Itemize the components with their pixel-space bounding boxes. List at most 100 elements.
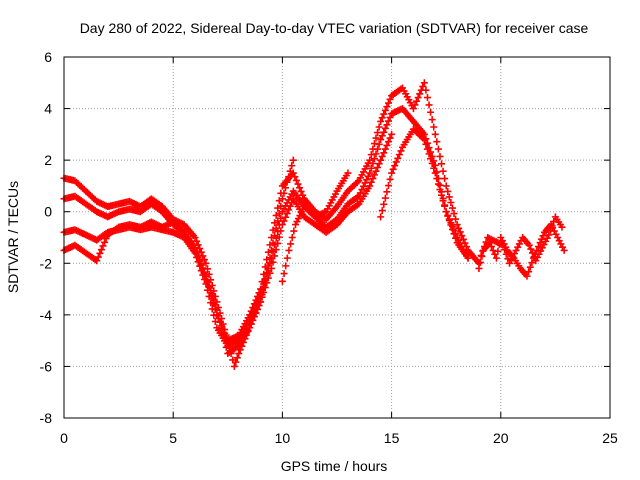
data-point (378, 152, 386, 160)
data-point (372, 134, 380, 142)
data-point (250, 313, 258, 321)
data-point (380, 128, 388, 136)
data-point (285, 246, 293, 254)
data-point (258, 293, 266, 301)
data-point (289, 169, 297, 177)
data-point (427, 108, 435, 116)
data-point (464, 254, 472, 262)
data-point (409, 105, 417, 113)
data-point (275, 197, 283, 205)
data-point (287, 240, 295, 248)
data-point (285, 206, 293, 214)
data-point (539, 232, 547, 240)
data-point (389, 165, 397, 173)
data-point (102, 235, 110, 243)
data-point (280, 270, 288, 278)
data-point (384, 138, 392, 146)
data-point (261, 284, 269, 292)
data-point (422, 140, 430, 148)
data-point (374, 164, 382, 172)
data-point (216, 318, 224, 326)
data-point (299, 191, 307, 199)
data-point (445, 193, 453, 201)
data-point (199, 264, 207, 272)
data-point (438, 191, 446, 199)
data-point (431, 169, 439, 177)
chart-title: Day 280 of 2022, Sidereal Day-to-day VTE… (80, 20, 589, 36)
data-point (235, 350, 243, 358)
data-point (386, 134, 394, 142)
data-point (501, 246, 509, 254)
data-point (263, 279, 271, 287)
data-point (213, 306, 221, 314)
data-point (288, 234, 296, 241)
data-point (538, 235, 546, 243)
data-point (427, 155, 435, 163)
data-point (246, 324, 254, 332)
series-trace (477, 213, 566, 267)
grid (64, 57, 610, 418)
data-point (283, 210, 291, 218)
data-point (434, 180, 442, 188)
data-point (207, 287, 215, 295)
data-point (271, 252, 279, 260)
data-point (416, 90, 424, 98)
data-point (274, 204, 282, 212)
data-point (267, 264, 275, 272)
data-point (369, 159, 377, 167)
x-tick-label: 20 (493, 430, 509, 446)
data-point (381, 124, 389, 132)
data-point (502, 250, 510, 258)
data-point (504, 255, 512, 263)
data-point (425, 150, 433, 158)
data-point (272, 211, 280, 219)
data-point (214, 312, 222, 320)
data-point (488, 243, 496, 251)
data-point (380, 149, 388, 157)
data-point (269, 226, 277, 234)
data-point (439, 167, 447, 175)
data-point (378, 207, 386, 215)
data-point (477, 252, 485, 260)
data-point (558, 223, 566, 231)
data-point (439, 197, 447, 205)
x-ticks: 0 5 10 15 20 25 (60, 57, 618, 446)
data-point (523, 272, 531, 280)
data-point (476, 258, 484, 266)
data-point (545, 231, 553, 239)
data-point (384, 182, 392, 190)
data-point (433, 175, 441, 183)
data-point (204, 277, 212, 285)
data-point (388, 169, 396, 177)
data-point (452, 215, 460, 223)
data-point (528, 259, 536, 267)
data-point (94, 253, 102, 261)
data-point (253, 305, 261, 313)
data-point (97, 246, 105, 254)
data-point (433, 138, 441, 146)
data-point (448, 204, 456, 212)
data-point (419, 82, 427, 90)
data-point (200, 268, 208, 276)
data-point (388, 130, 396, 138)
data-point (378, 114, 386, 122)
data-point (397, 147, 405, 155)
data-point (278, 221, 286, 229)
data-point (394, 154, 402, 162)
data-point (96, 249, 104, 257)
x-tick-label: 0 (60, 430, 68, 446)
data-point (257, 298, 265, 306)
data-point (255, 302, 263, 310)
data-point (383, 103, 391, 111)
data-point (434, 145, 442, 153)
data-point (441, 202, 449, 210)
data-point (391, 162, 399, 170)
data-point (525, 268, 533, 276)
data-point (422, 86, 430, 94)
data-point (232, 358, 240, 366)
data-point (280, 217, 288, 225)
data-point (528, 249, 536, 257)
data-point (291, 173, 299, 181)
data-point (289, 156, 297, 164)
